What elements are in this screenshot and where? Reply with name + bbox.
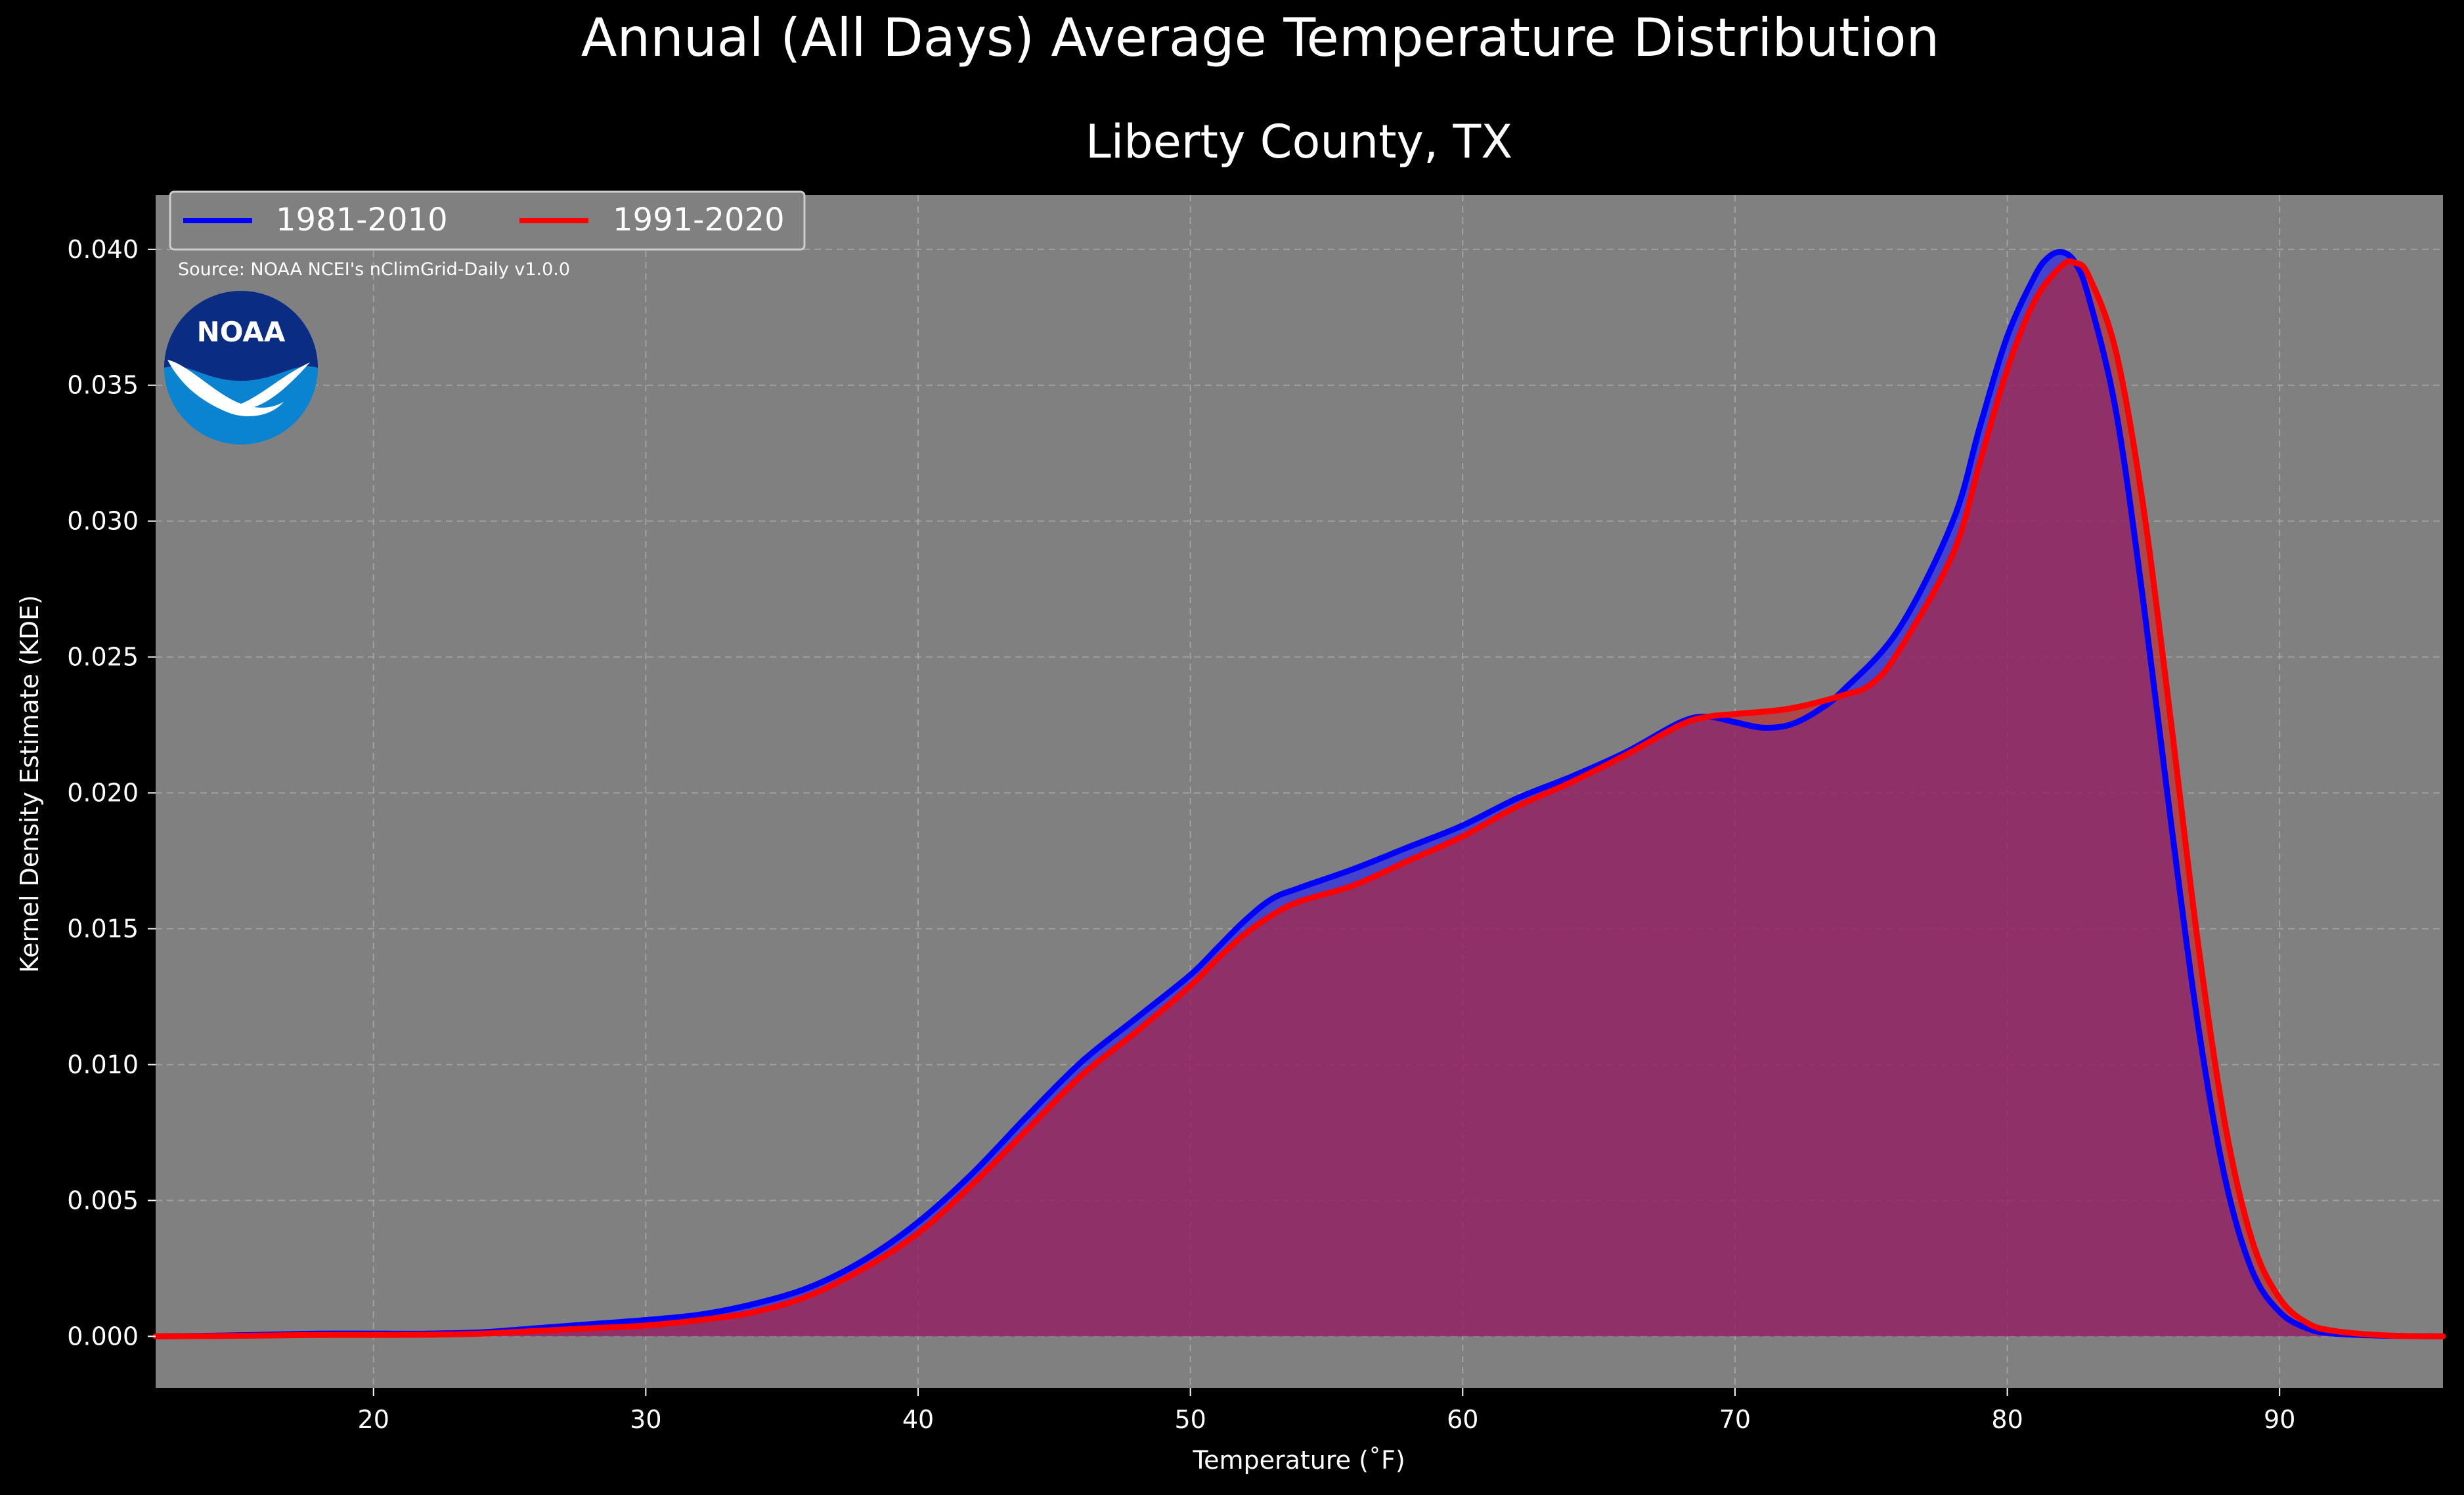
x-tick-label: 90 [2264, 1405, 2295, 1434]
legend-frame [169, 190, 806, 251]
x-tick-label: 30 [630, 1405, 661, 1434]
noaa-logo: NOAA [164, 291, 318, 444]
x-axis: 20 30 40 50 60 70 80 90 [358, 1388, 2295, 1434]
y-tick-label: 0.020 [67, 779, 139, 808]
legend-label-1991-2020: 1991-2020 [613, 202, 785, 238]
y-tick-label: 0.015 [67, 915, 139, 943]
y-tick-label: 0.000 [67, 1322, 139, 1351]
y-tick-label: 0.035 [67, 371, 139, 400]
legend: 1981-2010 1991-2020 [169, 190, 806, 251]
y-axis-label: Kernel Density Estimate (KDE) [15, 595, 44, 973]
y-tick-label: 0.010 [67, 1050, 139, 1079]
y-tick-label: 0.040 [67, 235, 139, 264]
series-fills [156, 251, 2443, 1337]
logo-top-dome [164, 291, 318, 381]
y-tick-label: 0.025 [67, 643, 139, 672]
source-note: Source: NOAA NCEI's nClimGrid-Daily v1.0… [178, 259, 570, 280]
series-line-1991-2020 [152, 258, 2446, 1339]
y-axis: 0.000 0.005 0.010 0.015 0.020 0.025 0.030 0.035… [67, 235, 156, 1351]
y-tick-label: 0.030 [67, 507, 139, 536]
legend-label-1981-2010: 1981-2010 [276, 202, 448, 238]
x-tick-label: 20 [358, 1405, 389, 1434]
x-axis-label: Temperature (˚F) [1192, 1446, 1405, 1475]
gull-icon [167, 360, 310, 417]
x-tick-label: 40 [902, 1405, 934, 1434]
x-tick-label: 70 [1719, 1405, 1751, 1434]
figure-title: Annual (All Days) Average Temperature Di… [581, 7, 1939, 68]
axes-subtitle: Liberty County, TX [1086, 115, 1512, 169]
series-lines [152, 249, 2446, 1339]
area-fill-1991-2020 [156, 261, 2443, 1337]
x-tick-label: 80 [1991, 1405, 2023, 1434]
x-tick-label: 50 [1174, 1405, 1206, 1434]
y-tick-label: 0.005 [67, 1186, 139, 1215]
x-tick-label: 60 [1447, 1405, 1478, 1434]
logo-wordmark: NOAA [197, 316, 286, 348]
